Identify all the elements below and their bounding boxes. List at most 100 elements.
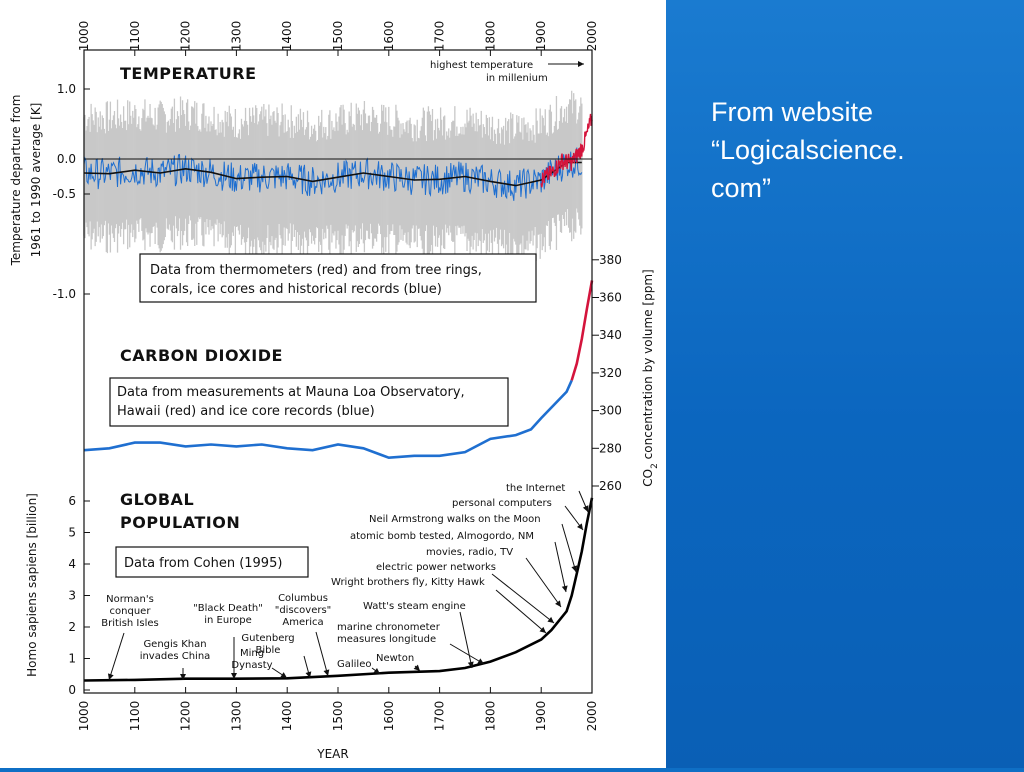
event-arrowhead-newton	[413, 664, 420, 671]
event-label-internet: the Internet	[506, 483, 565, 494]
co2-ice-core-line	[83, 379, 573, 460]
pop-y-tick-label: 4	[68, 557, 76, 571]
x-tick-label-bottom: 1200	[179, 701, 193, 732]
x-tick-label-bottom: 1800	[483, 701, 497, 732]
co2-y-tick-label: 360	[599, 291, 622, 305]
co2-note-box	[109, 377, 509, 427]
x-tick-label-top: 2000	[585, 21, 599, 52]
event-arrowhead-black_death	[231, 673, 237, 679]
x-tick-label-bottom: 1400	[280, 701, 294, 732]
event-arrow-columbus	[315, 631, 329, 677]
figure-panel: 1000 1000 1100 1100 1200 1200 1300 1300 1400 1400…	[0, 0, 666, 768]
caption-line-2: “Logicalscience.	[711, 135, 905, 165]
population-title-1: GLOBAL	[120, 490, 194, 509]
x-tick-label-top: 1200	[179, 21, 193, 52]
population-title-2: POPULATION	[120, 513, 240, 532]
event-label-ming: Ming	[240, 648, 264, 659]
pop-y-tick-label: 3	[68, 589, 76, 603]
pop-note-box	[115, 546, 309, 578]
x-tick-label-bottom: 2000	[585, 701, 599, 732]
x-tick-label-top: 1900	[534, 21, 548, 52]
co2-y-tick-label: 380	[599, 253, 622, 267]
event-label-gengis: Gengis Khan	[143, 639, 206, 650]
event-arrowhead-ming	[280, 672, 287, 678]
temp-y-tick-label: 0.0	[57, 152, 76, 166]
pop-y-tick-label: 1	[68, 652, 76, 666]
event-arrowhead-wright	[539, 626, 546, 633]
pop-y-tick-label: 5	[68, 526, 76, 540]
event-arrow-wright	[495, 589, 547, 634]
event-label-gutenberg: Bible	[256, 645, 281, 656]
event-label-wright: Wright brothers fly, Kitty Hawk	[331, 577, 485, 588]
x-tick-label-bottom: 1700	[433, 701, 447, 732]
event-arrow-atomic	[554, 541, 567, 593]
event-arrow-watt	[459, 611, 473, 669]
event-arrowhead-computers	[576, 523, 583, 530]
event-label-galileo: Galileo	[337, 659, 371, 670]
x-tick-label-top: 1800	[483, 21, 497, 52]
event-label-columbus: America	[282, 617, 323, 628]
x-tick-label-bottom: 1000	[77, 701, 91, 732]
temp-ylabel-1: Temperature departure from	[9, 95, 23, 267]
co2-note-line-2: Hawaii (red) and ice core records (blue)	[117, 404, 375, 419]
co2-y-tick-label: 280	[599, 441, 622, 455]
pop-y-tick-label: 2	[68, 620, 76, 634]
temp-y-tick-label: 1.0	[57, 82, 76, 96]
temp-note-line-1: Data from thermometers (red) and from tr…	[150, 263, 482, 278]
temperature-title: TEMPERATURE	[120, 64, 257, 83]
caption-line-1: From website	[711, 97, 874, 127]
event-arrowhead-movies	[555, 600, 561, 607]
event-arrow-normans	[108, 632, 125, 681]
x-tick-label-bottom: 1100	[128, 701, 142, 732]
highest-temp-annotation-2: in millenium	[486, 73, 548, 84]
event-label-marine: marine chronometer	[337, 622, 441, 633]
event-arrowhead-galileo	[373, 667, 380, 674]
event-label-normans: Norman's	[106, 594, 154, 605]
x-axis-label: YEAR	[316, 747, 348, 761]
event-arrowhead-marine	[477, 658, 484, 664]
event-label-atomic: atomic bomb tested, Almogordo, NM	[350, 531, 534, 542]
event-label-black_death: "Black Death"	[193, 603, 263, 614]
co2-note-line-1: Data from measurements at Mauna Loa Obse…	[117, 385, 465, 400]
highest-temp-annotation-1: highest temperature	[430, 60, 533, 71]
event-label-watt: Watt's steam engine	[363, 601, 466, 612]
event-arrowhead-normans	[107, 673, 114, 680]
x-tick-label-top: 1600	[382, 21, 396, 52]
co2-mauna-loa-line	[570, 280, 594, 381]
temp-proxy-raw-line	[83, 147, 583, 201]
event-arrowhead-internet	[582, 505, 589, 512]
event-arrowhead-columbus	[323, 669, 330, 676]
event-label-columbus: Columbus	[278, 593, 328, 604]
event-arrow-armstrong	[561, 523, 577, 573]
event-arrowhead-atomic	[561, 585, 568, 592]
pop-ylabel: Homo sapiens sapiens [billion]	[25, 493, 39, 677]
temperature-uncertainty-band	[83, 90, 583, 265]
event-arrow-movies	[525, 557, 562, 608]
event-arrow-marine	[449, 643, 485, 665]
temp-y-tick-label: -0.5	[53, 187, 76, 201]
pop-note-text: Data from Cohen (1995)	[124, 556, 282, 571]
event-arrowhead-electric	[547, 616, 554, 623]
event-label-armstrong: Neil Armstrong walks on the Moon	[369, 514, 541, 525]
event-label-newton: Newton	[376, 653, 414, 664]
pop-y-tick-label: 0	[68, 683, 76, 697]
co2-y-tick-label: 320	[599, 366, 622, 380]
co2-ylabel: CO2 concentration by volume [ppm]	[641, 269, 660, 486]
event-label-gutenberg: Gutenberg	[241, 633, 294, 644]
highest-temp-arrowhead	[578, 61, 584, 67]
event-label-computers: personal computers	[452, 498, 552, 509]
event-label-normans: conquer	[110, 606, 152, 617]
temp-ylabel-2: 1961 to 1990 average [K]	[29, 103, 43, 258]
climate-population-figure: 1000100011001100120012001300130014001400…	[9, 21, 660, 761]
event-label-movies: movies, radio, TV	[426, 547, 513, 558]
event-label-electric: electric power networks	[376, 562, 496, 573]
co2-y-tick-label: 340	[599, 328, 622, 342]
co2-y-tick-label: 260	[599, 479, 622, 493]
axes	[83, 49, 599, 694]
event-arrowhead-watt	[467, 661, 474, 668]
x-tick-label-bottom: 1600	[382, 701, 396, 732]
co2-title: CARBON DIOXIDE	[120, 346, 283, 365]
x-tick-label-bottom: 1500	[331, 701, 345, 732]
x-tick-label-top: 1000	[77, 21, 91, 52]
temp-smoothed-line	[83, 161, 582, 187]
